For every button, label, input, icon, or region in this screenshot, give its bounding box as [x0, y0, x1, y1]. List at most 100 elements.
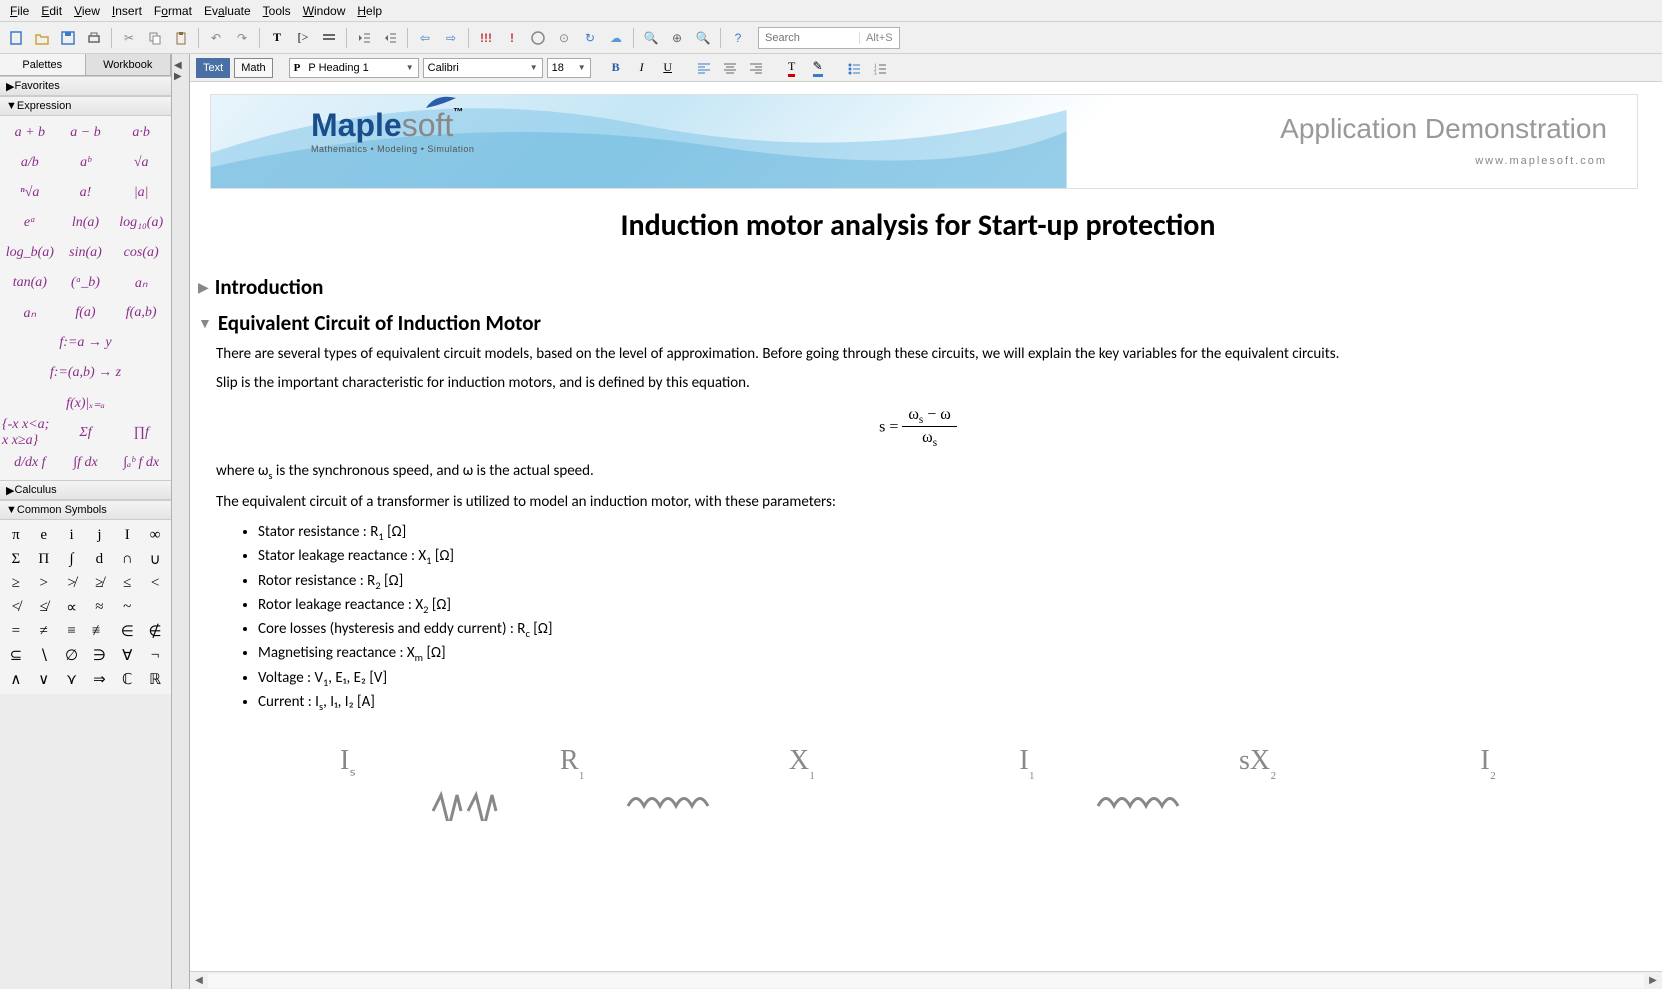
- symbol-cell[interactable]: ∋: [86, 644, 114, 666]
- mode-text-button[interactable]: Text: [196, 58, 230, 78]
- expression-cell[interactable]: d/dx f: [2, 450, 58, 476]
- symbol-cell[interactable]: π: [2, 524, 30, 546]
- cloud-icon[interactable]: ☁: [604, 26, 628, 50]
- help-icon[interactable]: ?: [726, 26, 750, 50]
- symbol-cell[interactable]: ≤: [113, 572, 141, 594]
- symbol-cell[interactable]: ~: [113, 596, 141, 618]
- scroll-left-icon[interactable]: ◀: [190, 975, 208, 986]
- expression-cell[interactable]: log₁₀(a): [113, 210, 169, 236]
- symbol-cell[interactable]: <: [141, 572, 169, 594]
- expression-cell[interactable]: cos(a): [113, 240, 169, 266]
- indent-out-icon[interactable]: [352, 26, 376, 50]
- search-input[interactable]: [759, 30, 859, 46]
- symbol-cell[interactable]: ∅: [58, 644, 86, 666]
- execute-icon[interactable]: !!!: [474, 26, 498, 50]
- save-icon[interactable]: [56, 26, 80, 50]
- menu-tools[interactable]: Tools: [257, 2, 297, 20]
- menu-evaluate[interactable]: Evaluate: [198, 2, 257, 20]
- insert-section-icon[interactable]: [317, 26, 341, 50]
- execute-one-icon[interactable]: !: [500, 26, 524, 50]
- expression-cell[interactable]: ⁿ√a: [2, 180, 58, 206]
- indent-in-icon[interactable]: [378, 26, 402, 50]
- tab-workbook[interactable]: Workbook: [86, 54, 172, 75]
- insert-text-icon[interactable]: T: [265, 26, 289, 50]
- symbol-cell[interactable]: ∪: [141, 548, 169, 570]
- palette-calculus-header[interactable]: ▶ Calculus: [0, 480, 171, 500]
- cut-icon[interactable]: ✂: [117, 26, 141, 50]
- print-icon[interactable]: [82, 26, 106, 50]
- back-icon[interactable]: ⇦: [413, 26, 437, 50]
- symbol-cell[interactable]: ∝: [58, 596, 86, 618]
- new-doc-icon[interactable]: [4, 26, 28, 50]
- palette-expression-header[interactable]: ▼ Expression: [0, 96, 171, 116]
- symbol-cell[interactable]: [141, 596, 169, 618]
- expression-cell[interactable]: aᵇ: [58, 150, 114, 176]
- symbol-cell[interactable]: ⊆: [2, 644, 30, 666]
- symbol-cell[interactable]: ∉: [141, 620, 169, 642]
- expression-cell[interactable]: ln(a): [58, 210, 114, 236]
- symbol-cell[interactable]: ≢: [86, 620, 114, 642]
- symbol-cell[interactable]: ≯: [58, 572, 86, 594]
- align-left-icon[interactable]: [693, 58, 715, 78]
- zoom-in-icon[interactable]: 🔍: [639, 26, 663, 50]
- symbol-cell[interactable]: ⇒: [86, 668, 114, 690]
- restart-icon[interactable]: ↻: [578, 26, 602, 50]
- symbol-cell[interactable]: d: [86, 548, 114, 570]
- expression-cell[interactable]: ∫ₐᵇ f dx: [113, 450, 169, 476]
- open-icon[interactable]: [30, 26, 54, 50]
- expression-cell[interactable]: ∏f: [113, 420, 169, 446]
- symbol-cell[interactable]: ⋎: [58, 668, 86, 690]
- undo-icon[interactable]: ↶: [204, 26, 228, 50]
- search-box[interactable]: Alt+S: [758, 27, 900, 49]
- symbol-cell[interactable]: ≰: [30, 596, 58, 618]
- symbol-cell[interactable]: ≈: [86, 596, 114, 618]
- horizontal-scrollbar[interactable]: ◀ ▶: [190, 971, 1662, 989]
- collapse-icon[interactable]: ▶: [198, 279, 209, 296]
- symbol-cell[interactable]: i: [58, 524, 86, 546]
- expression-cell[interactable]: {-x x<a; x x≥a}: [2, 420, 58, 446]
- copy-icon[interactable]: [143, 26, 167, 50]
- size-combo[interactable]: 18▼: [547, 58, 591, 78]
- expression-cell[interactable]: f:=a → y: [2, 330, 169, 356]
- expression-cell[interactable]: log_b(a): [2, 240, 58, 266]
- palette-symbols-header[interactable]: ▼ Common Symbols: [0, 500, 171, 520]
- zoom-out-icon[interactable]: 🔍: [691, 26, 715, 50]
- symbol-cell[interactable]: ∞: [141, 524, 169, 546]
- expression-cell[interactable]: f(a,b): [113, 300, 169, 326]
- symbol-cell[interactable]: ∧: [2, 668, 30, 690]
- expression-cell[interactable]: (ᵃ_b): [58, 270, 114, 296]
- symbol-cell[interactable]: ℝ: [141, 668, 169, 690]
- bullet-list-icon[interactable]: [843, 58, 865, 78]
- expression-cell[interactable]: aₙ: [113, 270, 169, 296]
- menu-insert[interactable]: Insert: [106, 2, 148, 20]
- splitter[interactable]: ◀▶: [172, 54, 190, 989]
- debug-icon[interactable]: ⊙: [552, 26, 576, 50]
- symbol-cell[interactable]: I: [113, 524, 141, 546]
- section-equivalent-circuit[interactable]: ▼ Equivalent Circuit of Induction Motor: [198, 310, 1638, 336]
- symbol-cell[interactable]: >: [30, 572, 58, 594]
- align-right-icon[interactable]: [745, 58, 767, 78]
- expression-cell[interactable]: f:=(a,b) → z: [2, 360, 169, 386]
- menu-view[interactable]: View: [68, 2, 106, 20]
- expression-cell[interactable]: Σf: [58, 420, 114, 446]
- symbol-cell[interactable]: ℂ: [113, 668, 141, 690]
- menu-help[interactable]: Help: [351, 2, 388, 20]
- expression-cell[interactable]: a/b: [2, 150, 58, 176]
- zoom-reset-icon[interactable]: ⊕: [665, 26, 689, 50]
- palette-favorites-header[interactable]: ▶ Favorites: [0, 76, 171, 96]
- expression-cell[interactable]: sin(a): [58, 240, 114, 266]
- symbol-cell[interactable]: ∨: [30, 668, 58, 690]
- expression-cell[interactable]: |a|: [113, 180, 169, 206]
- font-color-icon[interactable]: T: [781, 58, 803, 78]
- symbol-cell[interactable]: Σ: [2, 548, 30, 570]
- symbol-cell[interactable]: ∈: [113, 620, 141, 642]
- symbol-cell[interactable]: ≱: [86, 572, 114, 594]
- forward-icon[interactable]: ⇨: [439, 26, 463, 50]
- menu-edit[interactable]: Edit: [35, 2, 68, 20]
- stop-icon[interactable]: [526, 26, 550, 50]
- symbol-cell[interactable]: =: [2, 620, 30, 642]
- italic-button[interactable]: I: [631, 58, 653, 78]
- symbol-cell[interactable]: ∖: [30, 644, 58, 666]
- expression-cell[interactable]: eᵃ: [2, 210, 58, 236]
- align-center-icon[interactable]: [719, 58, 741, 78]
